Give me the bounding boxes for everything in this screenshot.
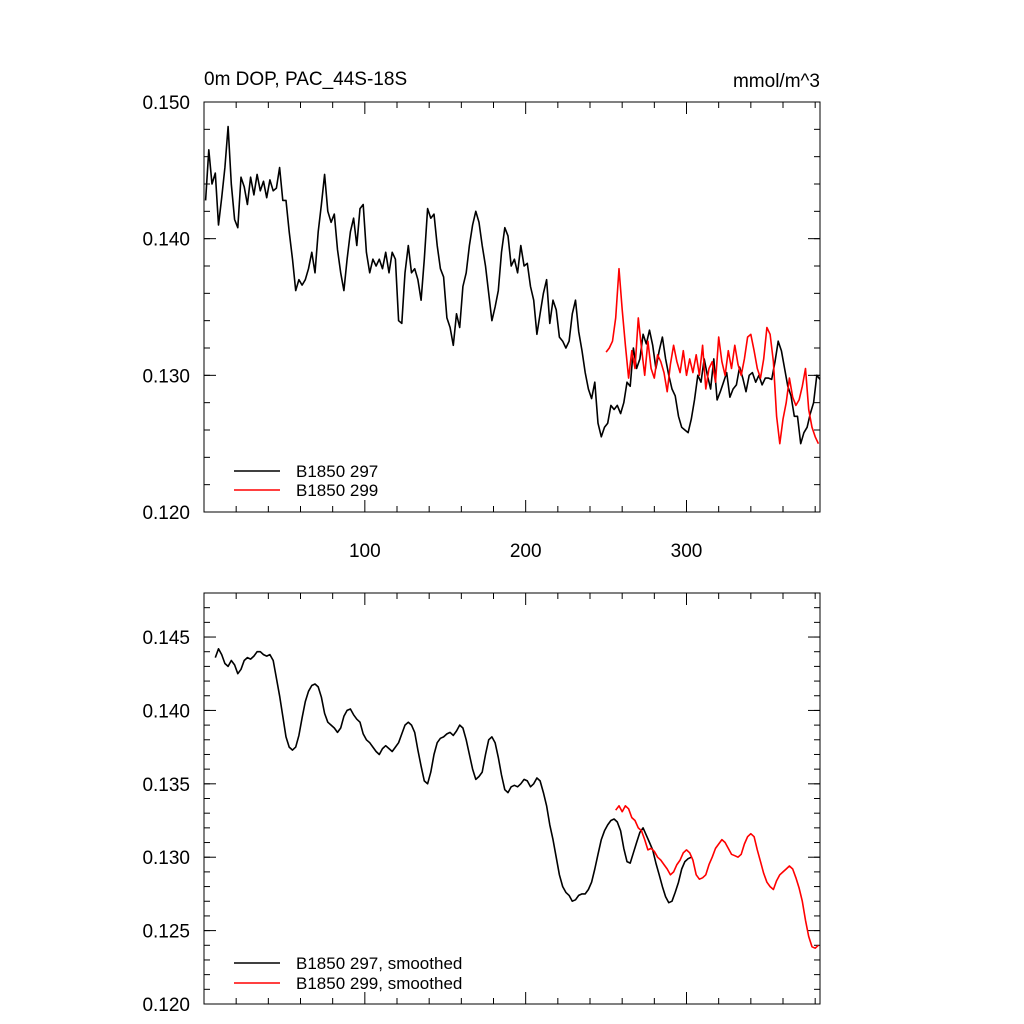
y-tick-label: 0.125 (142, 922, 190, 943)
top-panel-series (204, 125, 821, 445)
bottom-panel-series (214, 647, 819, 950)
series-line-b1850-297-smoothed (214, 647, 692, 904)
y-tick-label: 0.140 (142, 230, 190, 251)
x-tick-label: 200 (510, 541, 542, 562)
y-tick-label: 0.135 (142, 775, 190, 796)
legend-label-b1850-297-smoothed: B1850 297, smoothed (296, 954, 462, 973)
series-line-b1850-297 (204, 125, 821, 445)
top-panel-legend: B1850 297 B1850 299 (234, 462, 378, 500)
y-tick-label: 0.140 (142, 701, 190, 722)
legend-label-b1850-299: B1850 299 (296, 481, 378, 500)
bottom-panel-y-tick-labels: 0.120 0.125 0.130 0.135 0.140 0.145 (142, 628, 190, 1016)
bottom-panel: 0.120 0.125 0.130 0.135 0.140 0.145 B1850 297… (142, 592, 821, 1016)
top-panel-units: mmol/m^3 (733, 71, 820, 92)
x-tick-label: 300 (671, 541, 703, 562)
series-line-b1850-299 (605, 267, 820, 445)
top-panel-title: 0m DOP, PAC_44S-18S (204, 69, 407, 90)
legend-label-b1850-299-smoothed: B1850 299, smoothed (296, 974, 462, 993)
top-panel-x-tick-labels: 100 200 300 (349, 541, 702, 562)
top-panel-y-tick-labels: 0.120 0.130 0.140 0.150 (142, 93, 190, 524)
y-tick-label: 0.150 (142, 93, 190, 114)
bottom-panel-frame (203, 592, 821, 1005)
top-panel-frame (203, 101, 821, 513)
legend-label-b1850-297: B1850 297 (296, 462, 378, 481)
y-tick-label: 0.145 (142, 628, 190, 649)
y-tick-label: 0.130 (142, 848, 190, 869)
y-tick-label: 0.120 (142, 503, 190, 524)
x-tick-label: 100 (349, 541, 381, 562)
y-tick-label: 0.120 (142, 995, 190, 1016)
y-tick-label: 0.130 (142, 366, 190, 387)
bottom-panel-legend: B1850 297, smoothed B1850 299, smoothed (234, 954, 462, 993)
bottom-panel-ticks (204, 592, 820, 1005)
series-line-b1850-299-smoothed (615, 804, 819, 950)
top-panel: 0m DOP, PAC_44S-18S mmol/m^3 0.1200.1300… (142, 69, 821, 562)
